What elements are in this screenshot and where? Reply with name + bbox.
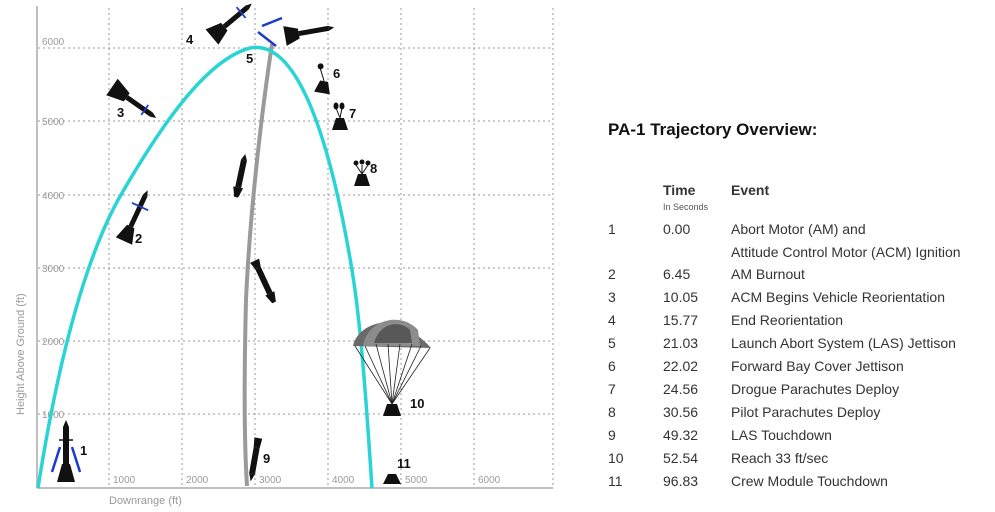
y-tick-label: 4000	[42, 191, 65, 202]
pilot-chute-icon	[353, 159, 371, 186]
col-header-time: Time	[663, 182, 696, 198]
rocket-icon	[106, 78, 157, 118]
x-tick-label: 1000	[113, 475, 136, 486]
row-time: 96.83	[663, 473, 699, 489]
row-num: 8	[608, 404, 616, 420]
row-event: LAS Touchdown	[731, 427, 832, 443]
row-num: 2	[608, 266, 616, 282]
crew-module-trajectory	[36, 45, 374, 489]
y-tick-label: 3000	[42, 264, 65, 275]
event-marker: 8	[370, 161, 377, 176]
panel-title: PA-1 Trajectory Overview:	[608, 120, 818, 139]
row-time: 52.54	[663, 450, 699, 466]
row-num: 6	[608, 358, 616, 374]
row-time: 22.02	[663, 358, 699, 374]
row-time: 15.77	[663, 312, 699, 328]
row-num: 5	[608, 335, 616, 351]
y-tick-label: 6000	[42, 37, 65, 48]
event-marker: 9	[263, 451, 270, 466]
event-marker: 11	[397, 456, 411, 471]
grid	[38, 8, 554, 488]
x-tick-label: 3000	[259, 475, 282, 486]
las-tower-icon	[283, 25, 335, 46]
parachute-icon	[353, 319, 431, 416]
y-tick-label: 1000	[42, 410, 65, 421]
row-num: 10	[608, 450, 624, 466]
separation-mark	[261, 16, 283, 28]
row-num: 11	[608, 473, 623, 489]
drogue-chute-icon	[332, 102, 348, 130]
row-num: 7	[608, 381, 616, 397]
las-tower-icon	[249, 437, 263, 482]
rocket-icon	[205, 3, 252, 45]
row-time: 49.32	[663, 427, 699, 443]
x-tick-label: 4000	[332, 475, 355, 486]
row-time: 21.03	[663, 335, 699, 351]
row-event: ACM Begins Vehicle Reorientation	[731, 289, 946, 305]
row-num: 3	[608, 289, 616, 305]
crew-module-icon	[383, 474, 401, 484]
las-tower-icon	[233, 154, 247, 198]
row-num: 9	[608, 427, 616, 443]
row-time: 30.56	[663, 404, 699, 420]
col-header-time-sub: In Seconds	[663, 202, 709, 212]
las-trajectory-path	[242, 43, 274, 487]
separation-mark	[257, 31, 277, 47]
row-event: Pilot Parachutes Deploy	[731, 404, 881, 420]
y-tick-label: 2000	[42, 337, 65, 348]
x-tick-label: 6000	[478, 475, 501, 486]
event-marker: 7	[349, 106, 356, 121]
x-axis-label: Downrange (ft)	[109, 495, 182, 507]
row-event: Reach 33 ft/sec	[731, 450, 829, 466]
col-header-event: Event	[731, 182, 770, 198]
y-axis-label: Height Above Ground (ft)	[15, 293, 27, 415]
trajectory-diagram: 1000 2000 3000 4000 5000 6000 1000 2000 …	[15, 3, 554, 507]
trajectory-overview-panel: PA-1 Trajectory Overview: Time In Second…	[608, 120, 993, 489]
event-marker: 6	[333, 66, 340, 81]
row-time: 0.00	[663, 221, 691, 237]
row-time: 6.45	[663, 266, 691, 282]
row-event: Crew Module Touchdown	[731, 473, 888, 489]
row-event: Abort Motor (AM) and	[731, 221, 866, 237]
event-marker: 5	[246, 51, 253, 66]
event-marker: 4	[186, 32, 194, 47]
row-time: 10.05	[663, 289, 699, 305]
row-time: 24.56	[663, 381, 699, 397]
crew-module-icon	[314, 63, 332, 95]
rocket-icon	[50, 420, 82, 482]
x-tick-label: 2000	[186, 475, 209, 486]
las-tower-icon	[250, 258, 276, 304]
event-marker: 2	[135, 231, 142, 246]
y-tick-label: 5000	[42, 117, 65, 128]
row-event: Forward Bay Cover Jettison	[731, 358, 904, 374]
event-marker: 10	[410, 396, 424, 411]
row-num: 4	[608, 312, 616, 328]
x-tick-label: 5000	[405, 475, 428, 486]
rocket-icon	[115, 190, 149, 245]
row-event: Drogue Parachutes Deploy	[731, 381, 900, 397]
event-marker: 1	[80, 443, 87, 458]
row-event: Launch Abort System (LAS) Jettison	[731, 335, 956, 351]
row-num: 1	[608, 221, 616, 237]
row-event: AM Burnout	[731, 266, 805, 282]
row-event: Attitude Control Motor (ACM) Ignition	[731, 244, 961, 260]
event-marker: 3	[117, 105, 124, 120]
row-event: End Reorientation	[731, 312, 844, 328]
